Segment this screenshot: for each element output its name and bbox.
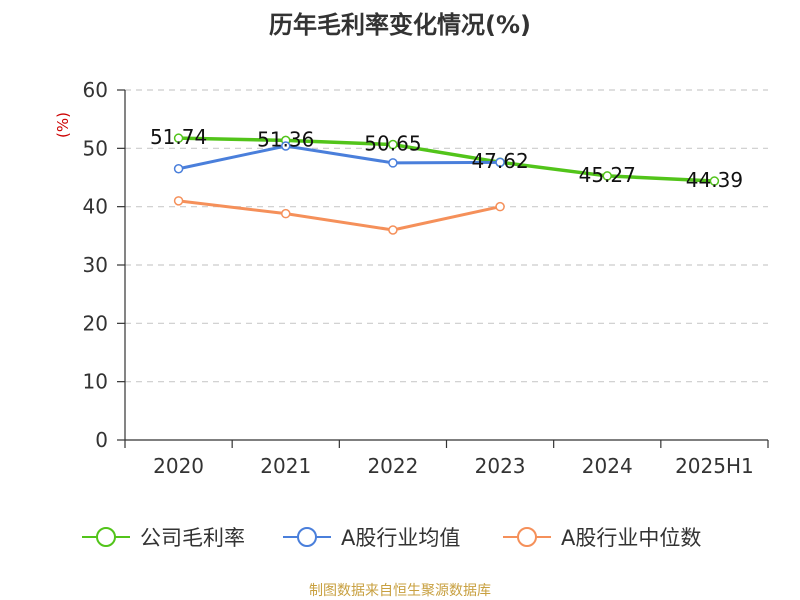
- source-note: 制图数据来自恒生聚源数据库: [309, 583, 491, 599]
- y-tick-label: 20: [83, 311, 108, 335]
- data-label: 44.39: [686, 168, 743, 192]
- data-point: [281, 141, 291, 151]
- y-tick-label: 60: [83, 78, 108, 102]
- data-label: 47.62: [471, 149, 528, 173]
- series-line-1: [178, 144, 501, 171]
- data-point: [173, 196, 184, 206]
- x-tick-label: 2021: [260, 454, 311, 478]
- series-lines: [173, 133, 720, 235]
- series-line-2: [178, 199, 501, 232]
- y-tick-label: 10: [83, 370, 108, 394]
- legend-label: 公司毛利率: [140, 526, 245, 550]
- axes: 0 10 20 30 40 50 60 2020 2021 2022 2023 2024 2025H1: [83, 78, 769, 478]
- data-point: [388, 225, 398, 235]
- data-labels: 51.74 51.36 50.65 47.62 45.27 44.39: [150, 125, 743, 192]
- legend: 公司毛利率 A股行业均值 A股行业中位数: [82, 526, 701, 550]
- series-line-0: [178, 136, 715, 183]
- legend-marker: [96, 527, 116, 547]
- legend-label: A股行业中位数: [561, 526, 701, 550]
- y-tick-label: 0: [95, 428, 108, 452]
- data-label: 51.74: [150, 125, 207, 149]
- data-point: [602, 171, 612, 181]
- data-point: [388, 139, 398, 150]
- data-point: [173, 133, 184, 143]
- data-label: 51.36: [257, 127, 314, 151]
- data-point: [173, 164, 184, 174]
- y-tick-label: 40: [83, 195, 108, 219]
- data-point: [709, 176, 720, 186]
- legend-label: A股行业均值: [341, 526, 460, 550]
- data-point: [281, 208, 291, 219]
- legend-marker: [517, 527, 537, 547]
- y-tick-label: 50: [83, 136, 108, 160]
- x-tick-label: 2024: [582, 454, 633, 478]
- x-tick-label: 2020: [153, 454, 204, 478]
- x-tick-label: 2025H1: [675, 454, 754, 478]
- data-point: [495, 201, 505, 212]
- y-unit-label: (%): [54, 112, 72, 138]
- x-tick-label: 2022: [367, 454, 418, 478]
- grid-lines: [125, 89, 768, 383]
- data-label: 50.65: [364, 132, 421, 156]
- data-label: 45.27: [579, 163, 636, 187]
- y-tick-label: 30: [83, 253, 108, 277]
- x-tick-label: 2023: [475, 454, 526, 478]
- legend-marker: [297, 527, 317, 547]
- data-point: [388, 158, 398, 168]
- data-point: [495, 157, 505, 168]
- chart-title: 历年毛利率变化情况(%): [269, 11, 531, 39]
